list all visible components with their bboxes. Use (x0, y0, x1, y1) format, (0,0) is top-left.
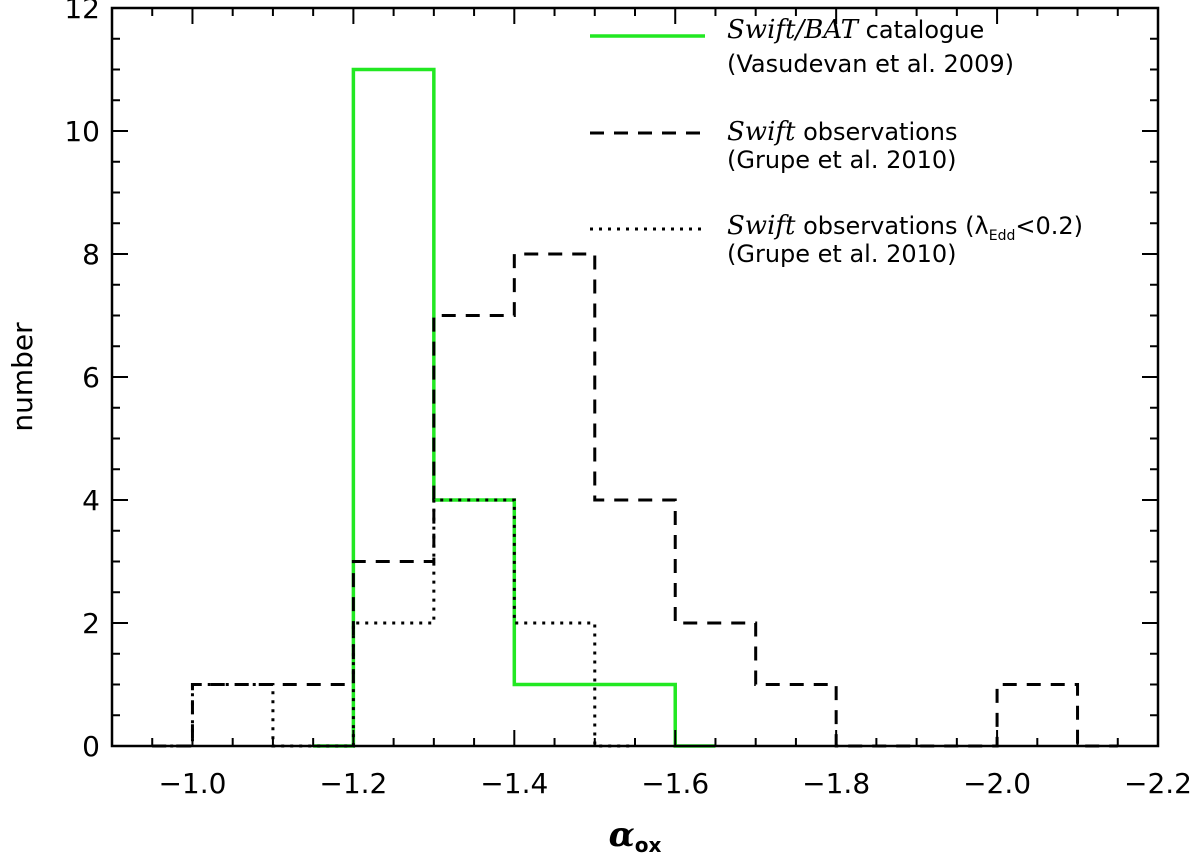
series-solid-histogram (313, 67, 716, 748)
legend-label-italic: Swift (727, 117, 796, 147)
legend-entry-dashed: Swift observations(Grupe et al. 2010) (590, 117, 958, 174)
x-tick-label: −1.8 (802, 767, 870, 800)
axes-layer: −1.0 −1.2 −1.4 −1.6 −1.8 −2.0 −2.2 0 2 4 6 8 10 12 αox… (6, 0, 1192, 856)
legend-label-line1: Swift/BAT catalogue (727, 15, 984, 45)
x-tick-label: −2.2 (1124, 767, 1192, 800)
legend-lambda-sub: Edd (989, 228, 1016, 244)
legend-lambda: λ (975, 212, 989, 240)
y-tick-label: 8 (82, 238, 100, 271)
legend-entry-dotted: Swift observations (λEdd<0.2)(Grupe et a… (590, 211, 1083, 268)
legend-label-line2: (Vasudevan et al. 2009) (727, 50, 1014, 78)
y-tick-label: 0 (82, 730, 100, 763)
x-axis-title-symbol: α (609, 815, 635, 855)
y-tick-label: 6 (82, 361, 100, 394)
legend-label-rest: observations (795, 118, 957, 146)
x-tick-label: −2.0 (963, 767, 1031, 800)
legend-label-line1: Swift observations (727, 117, 958, 147)
y-tick-label: 2 (82, 607, 100, 640)
plot-layer (152, 67, 1118, 748)
legend-label-rest: observations ( (795, 212, 974, 240)
y-tick-label: 10 (64, 115, 100, 148)
y-tick-label: 12 (64, 0, 100, 25)
legend: Swift/BAT catalogue (Vasudevan et al. 200… (590, 15, 1083, 268)
series-dotted-histogram (152, 498, 635, 748)
series-dashed-histogram (152, 252, 1118, 748)
legend-entry-solid: Swift/BAT catalogue (Vasudevan et al. 200… (590, 15, 1014, 78)
legend-label-rest: catalogue (858, 16, 984, 44)
y-tick-label: 4 (82, 484, 100, 517)
legend-lambda-rest: <0.2) (1015, 212, 1083, 240)
legend-label-line2: (Grupe et al. 2010) (727, 146, 957, 174)
legend-label-line2: (Grupe et al. 2010) (727, 240, 957, 268)
legend-label-line1: Swift observations (λEdd<0.2) (727, 211, 1083, 244)
x-axis-title: αox (609, 815, 662, 856)
plot-frame (110, 6, 1160, 748)
y-axis-title: number (6, 322, 39, 432)
x-tick-label: −1.4 (480, 767, 548, 800)
x-tick-label: −1.6 (641, 767, 709, 800)
x-tick-label: −1.2 (319, 767, 387, 800)
legend-label-italic: Swift (727, 211, 796, 241)
legend-label-italic: Swift/BAT (727, 15, 860, 45)
x-axis-title-subscript: ox (635, 833, 662, 856)
x-tick-label: −1.0 (158, 767, 226, 800)
